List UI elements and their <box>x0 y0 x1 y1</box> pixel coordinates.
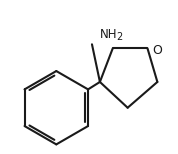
Text: 2: 2 <box>116 32 122 42</box>
Text: O: O <box>152 44 162 57</box>
Text: NH: NH <box>100 28 117 41</box>
